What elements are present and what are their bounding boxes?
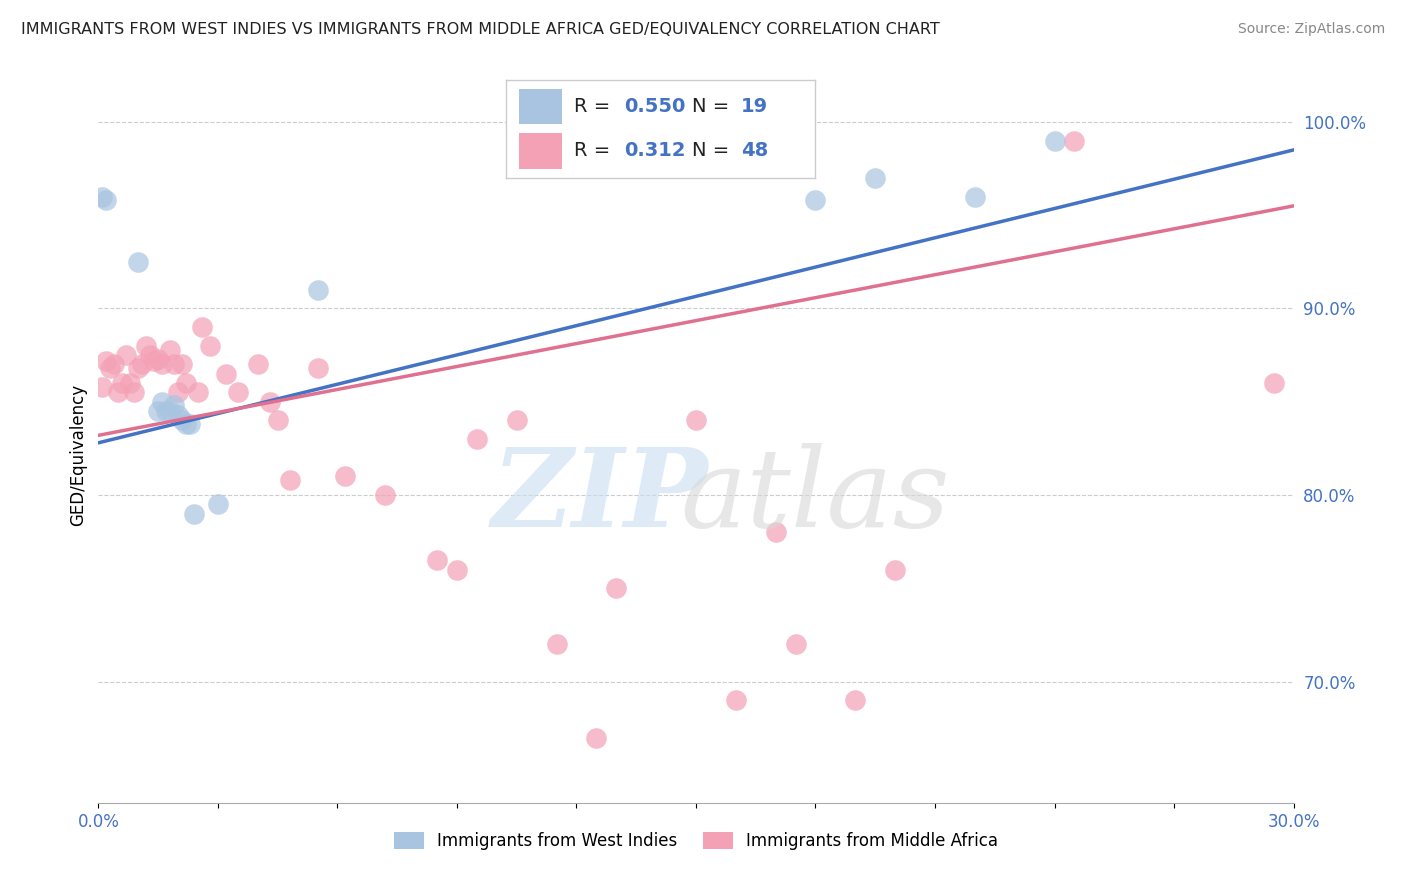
Point: [585, 731, 607, 745]
Point: [139, 348, 162, 362]
Point: [963, 189, 986, 203]
Point: [183, 507, 205, 521]
Point: [191, 320, 214, 334]
Text: 0.312: 0.312: [624, 141, 685, 160]
Point: [148, 351, 170, 366]
Point: [131, 358, 153, 372]
FancyBboxPatch shape: [519, 133, 562, 169]
Point: [174, 376, 197, 390]
Point: [785, 637, 807, 651]
Point: [246, 358, 269, 372]
Point: [865, 170, 887, 185]
Point: [124, 385, 146, 400]
Point: [804, 194, 827, 208]
Point: [307, 283, 329, 297]
Point: [127, 255, 149, 269]
Point: [96, 353, 118, 368]
Text: N =: N =: [692, 141, 735, 160]
Point: [1063, 134, 1085, 148]
Point: [167, 408, 190, 422]
Point: [111, 376, 134, 390]
Point: [278, 473, 301, 487]
Point: [103, 358, 125, 372]
Point: [844, 693, 866, 707]
Point: [163, 399, 186, 413]
Point: [1043, 134, 1066, 148]
Point: [115, 348, 138, 362]
Legend: Immigrants from West Indies, Immigrants from Middle Africa: Immigrants from West Indies, Immigrants …: [387, 826, 1005, 857]
Point: [605, 582, 627, 596]
Text: Source: ZipAtlas.com: Source: ZipAtlas.com: [1237, 22, 1385, 37]
Point: [159, 343, 181, 357]
Point: [148, 404, 170, 418]
Point: [259, 394, 281, 409]
Point: [546, 637, 568, 651]
Text: atlas: atlas: [681, 443, 950, 550]
Point: [127, 361, 149, 376]
Point: [765, 525, 787, 540]
Point: [446, 563, 468, 577]
Text: R =: R =: [574, 141, 617, 160]
Y-axis label: GED/Equivalency: GED/Equivalency: [69, 384, 87, 526]
Point: [724, 693, 747, 707]
Point: [506, 413, 529, 427]
Point: [143, 353, 166, 368]
Point: [307, 361, 329, 376]
Point: [172, 413, 194, 427]
Point: [884, 563, 907, 577]
Point: [91, 189, 114, 203]
Point: [107, 385, 129, 400]
Point: [135, 339, 157, 353]
Point: [426, 553, 449, 567]
Text: R =: R =: [574, 96, 617, 116]
Point: [159, 404, 181, 418]
Text: 19: 19: [741, 96, 768, 116]
Point: [465, 432, 488, 446]
Point: [187, 385, 209, 400]
Text: ZIP: ZIP: [492, 443, 709, 550]
Text: IMMIGRANTS FROM WEST INDIES VS IMMIGRANTS FROM MIDDLE AFRICA GED/EQUIVALENCY COR: IMMIGRANTS FROM WEST INDIES VS IMMIGRANT…: [21, 22, 939, 37]
Point: [226, 385, 249, 400]
Point: [215, 367, 238, 381]
Point: [685, 413, 707, 427]
Point: [1263, 376, 1285, 390]
Point: [120, 376, 142, 390]
Point: [163, 358, 186, 372]
Point: [155, 404, 177, 418]
Point: [96, 194, 118, 208]
Point: [167, 385, 190, 400]
Point: [150, 394, 173, 409]
FancyBboxPatch shape: [519, 89, 562, 124]
Point: [335, 469, 357, 483]
Text: 48: 48: [741, 141, 769, 160]
Point: [91, 380, 114, 394]
Point: [267, 413, 290, 427]
Point: [174, 417, 197, 431]
Point: [207, 497, 229, 511]
Point: [374, 488, 396, 502]
Point: [150, 358, 173, 372]
Point: [172, 358, 194, 372]
Text: 0.550: 0.550: [624, 96, 685, 116]
Point: [179, 417, 201, 431]
Point: [198, 339, 221, 353]
Text: N =: N =: [692, 96, 735, 116]
Point: [98, 361, 122, 376]
